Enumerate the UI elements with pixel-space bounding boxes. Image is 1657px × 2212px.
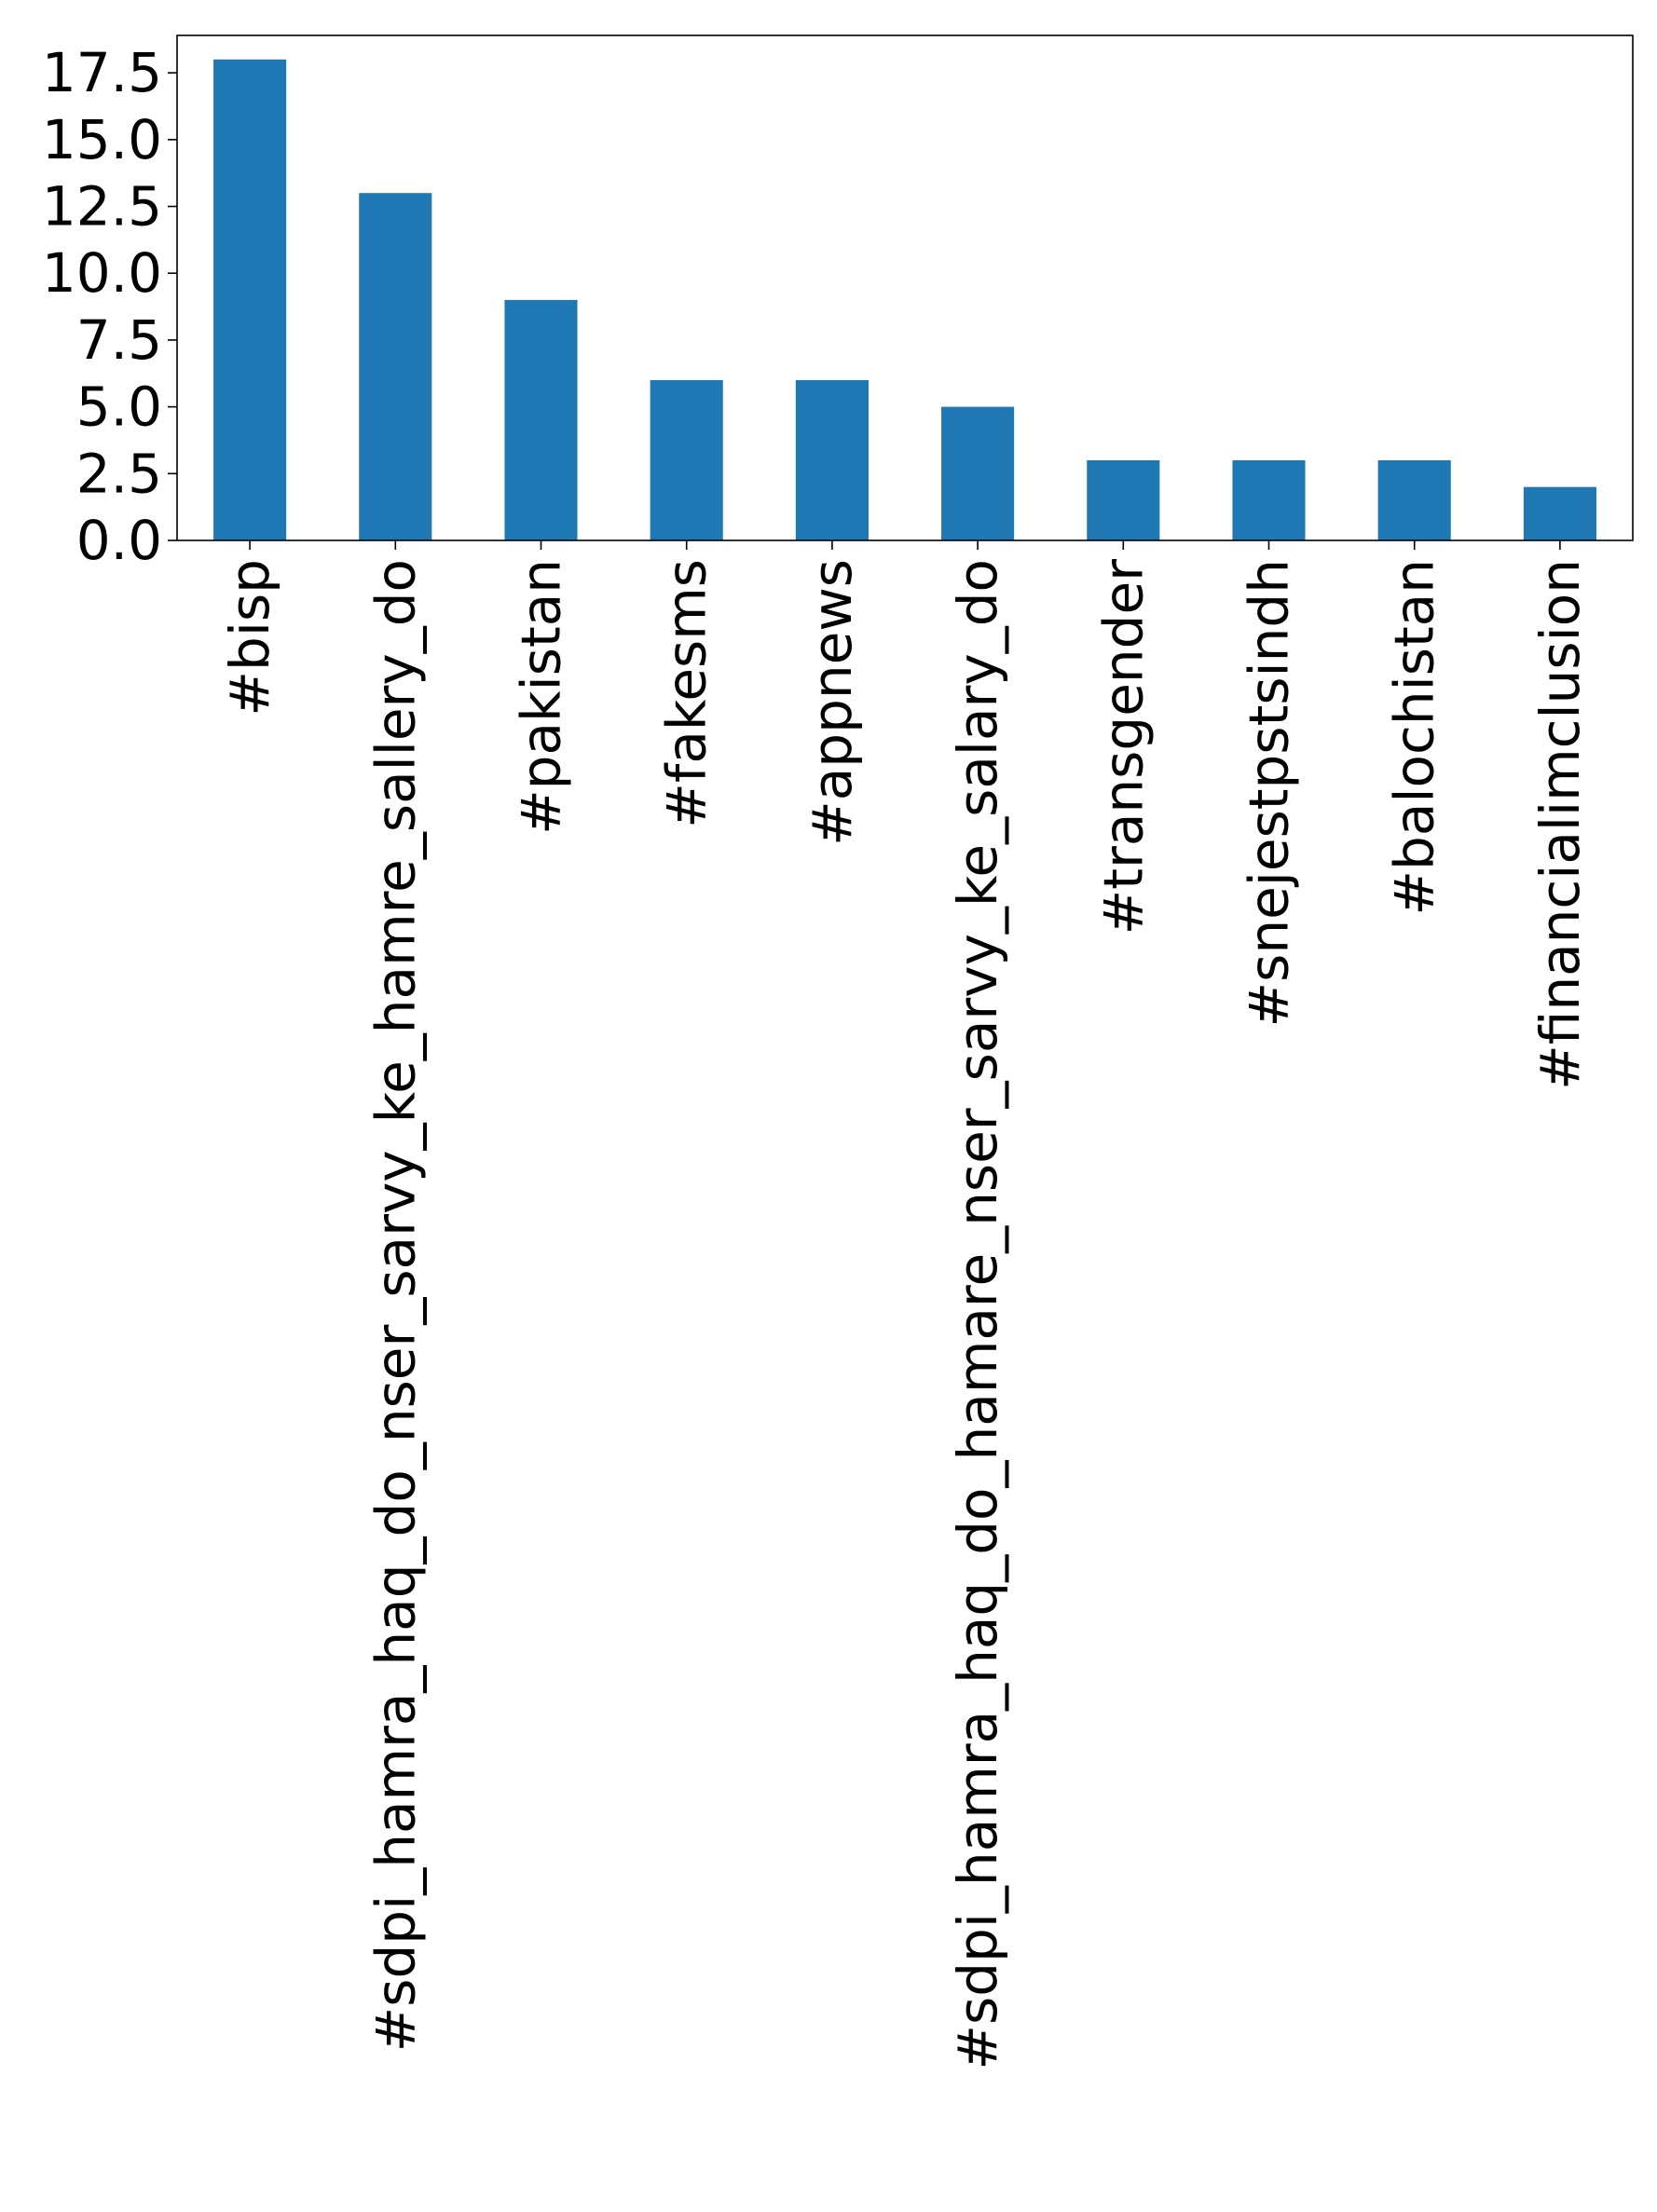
x-tick-label: #bisp xyxy=(218,559,281,717)
bar-7 xyxy=(1087,459,1160,540)
plot-frame xyxy=(176,34,1634,541)
x-tick-label: #sdpi_hamra_haq_do_nser_sarvy_ke_hamre_s… xyxy=(363,559,427,2052)
x-tick-label: #financialimclusion xyxy=(1528,559,1592,1090)
bar-5 xyxy=(795,379,869,540)
x-tick-label: #appnews xyxy=(801,559,864,846)
bar-2 xyxy=(359,193,432,540)
y-tick-label: 17.5 xyxy=(42,41,162,104)
x-tick-label: #fakesms xyxy=(655,559,719,828)
bar-10 xyxy=(1523,486,1596,540)
y-tick-label: 2.5 xyxy=(76,442,162,505)
y-tick-label: 10.0 xyxy=(42,241,162,305)
x-tick-label: #pakistan xyxy=(510,559,573,835)
y-axis: 0.02.55.07.510.012.515.017.5 xyxy=(42,41,177,572)
x-tick-label: #snejestpstsindh xyxy=(1238,559,1301,1027)
bar-1 xyxy=(213,59,287,541)
bar-3 xyxy=(504,299,578,540)
y-tick-label: 15.0 xyxy=(42,108,162,171)
x-axis: #bisp #sdpi_hamra_haq_do_nser_sarvy_ke_ha… xyxy=(218,540,1592,2070)
x-tick-label: #transgender xyxy=(1091,559,1155,935)
x-tick-label: #balochistan xyxy=(1383,559,1446,916)
bar-6 xyxy=(941,406,1015,540)
x-tick-label: #sdpi_hamra_haq_do_hamare_nser_sarvy_ke_… xyxy=(946,559,1009,2070)
bar-8 xyxy=(1232,459,1306,540)
bars-group xyxy=(213,59,1596,541)
y-tick-label: 0.0 xyxy=(76,509,162,572)
y-tick-label: 5.0 xyxy=(76,375,162,439)
y-tick-label: 7.5 xyxy=(76,308,162,372)
bar-9 xyxy=(1377,459,1451,540)
bar-4 xyxy=(650,379,723,540)
y-tick-label: 12.5 xyxy=(42,175,162,239)
